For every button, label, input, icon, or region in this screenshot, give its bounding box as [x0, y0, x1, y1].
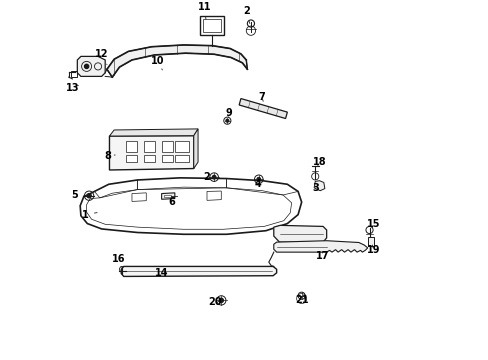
Polygon shape — [313, 181, 324, 191]
FancyBboxPatch shape — [162, 155, 173, 162]
Polygon shape — [193, 129, 198, 168]
Circle shape — [84, 64, 89, 68]
Text: 14: 14 — [155, 268, 168, 278]
FancyBboxPatch shape — [143, 155, 155, 162]
FancyBboxPatch shape — [175, 141, 189, 152]
Polygon shape — [77, 57, 105, 76]
Polygon shape — [121, 266, 276, 276]
Polygon shape — [239, 99, 287, 118]
Text: 10: 10 — [151, 56, 164, 70]
Circle shape — [225, 119, 228, 122]
Text: 11: 11 — [197, 2, 211, 19]
Polygon shape — [273, 241, 367, 252]
FancyBboxPatch shape — [143, 141, 155, 152]
Text: 15: 15 — [366, 219, 380, 229]
Polygon shape — [162, 193, 175, 199]
FancyBboxPatch shape — [125, 141, 137, 152]
Text: 20: 20 — [208, 297, 222, 307]
Circle shape — [257, 177, 260, 181]
Polygon shape — [107, 45, 247, 77]
FancyBboxPatch shape — [203, 19, 220, 32]
Text: 4: 4 — [254, 179, 261, 189]
Text: 3: 3 — [312, 183, 319, 193]
Circle shape — [212, 175, 216, 179]
FancyBboxPatch shape — [164, 195, 171, 197]
Text: 9: 9 — [224, 108, 231, 118]
Polygon shape — [367, 237, 373, 246]
Text: 1: 1 — [82, 210, 97, 220]
Text: 12: 12 — [95, 49, 108, 64]
Text: 16: 16 — [112, 253, 125, 267]
Polygon shape — [273, 225, 326, 242]
Polygon shape — [109, 136, 193, 170]
Text: 19: 19 — [366, 245, 380, 255]
Text: 7: 7 — [258, 92, 264, 102]
FancyBboxPatch shape — [162, 141, 173, 152]
Text: 6: 6 — [167, 197, 174, 207]
Text: 8: 8 — [104, 151, 115, 161]
Text: 2: 2 — [243, 6, 249, 23]
Text: 13: 13 — [66, 83, 80, 93]
FancyBboxPatch shape — [175, 155, 189, 162]
Text: 18: 18 — [312, 157, 325, 167]
Polygon shape — [109, 129, 198, 136]
Circle shape — [219, 298, 223, 302]
FancyBboxPatch shape — [125, 155, 137, 162]
Text: 17: 17 — [316, 251, 329, 261]
Text: 2: 2 — [203, 172, 214, 182]
Circle shape — [87, 194, 91, 198]
Text: 5: 5 — [71, 190, 84, 200]
Text: 21: 21 — [294, 295, 308, 305]
FancyBboxPatch shape — [200, 16, 224, 35]
